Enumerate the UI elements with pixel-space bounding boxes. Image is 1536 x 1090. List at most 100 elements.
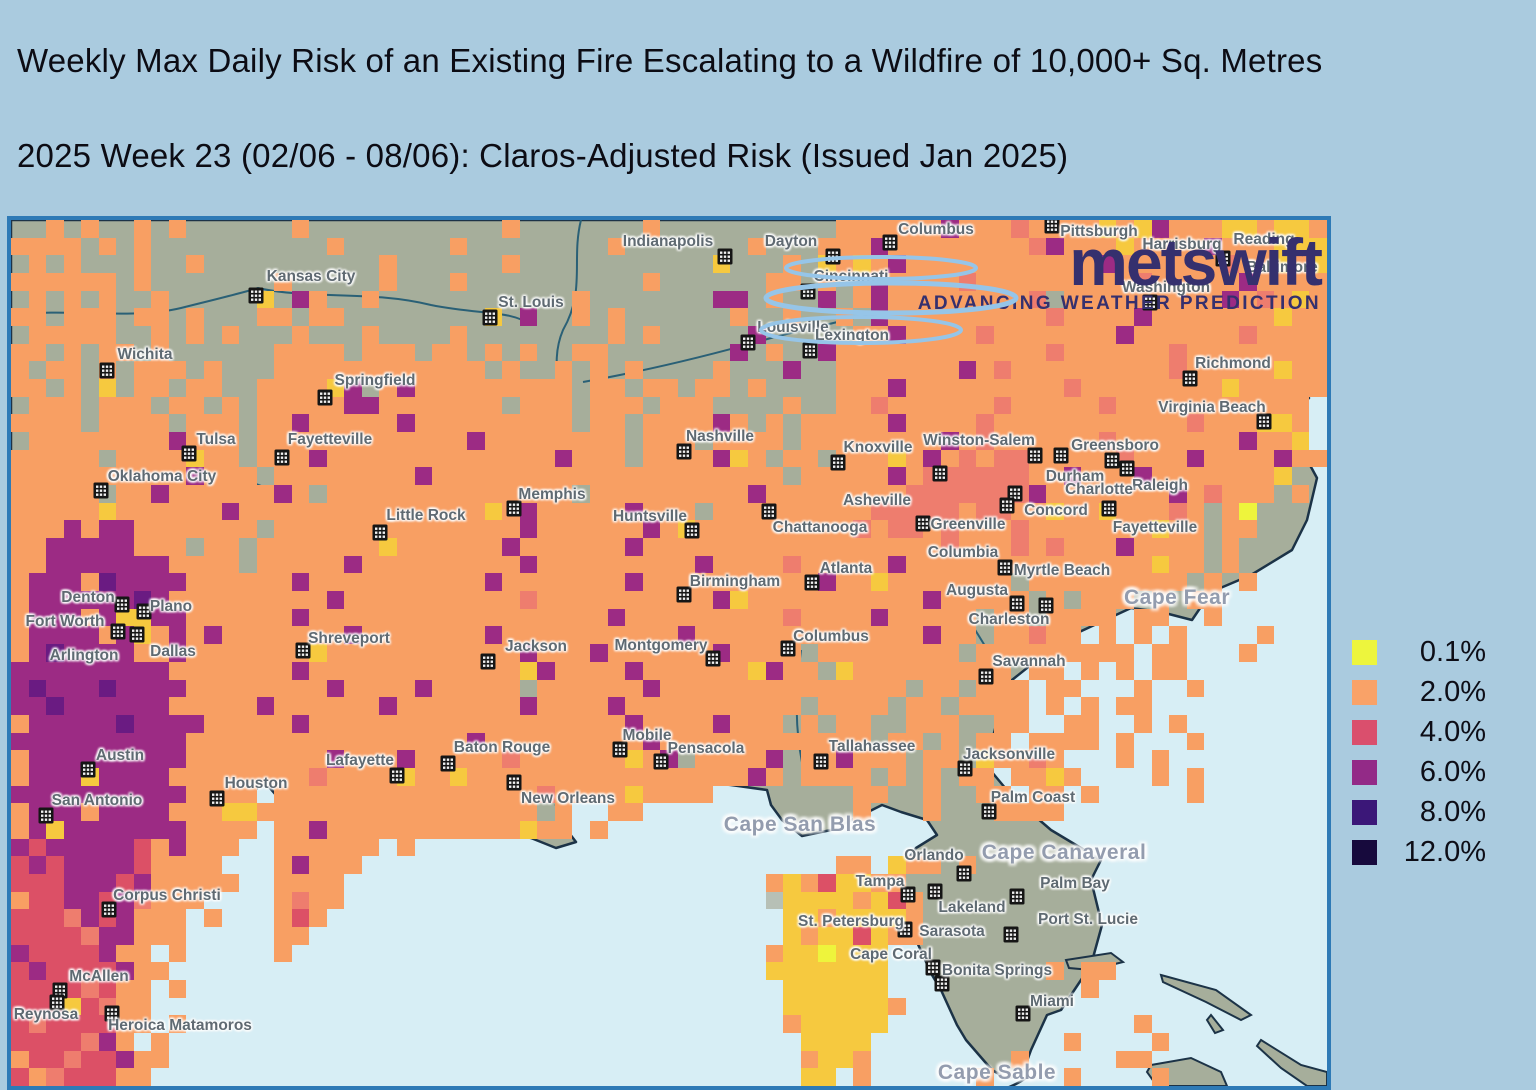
risk-cell	[1186, 326, 1205, 344]
risk-cell	[976, 396, 994, 415]
risk-cell	[81, 326, 99, 344]
risk-cell	[993, 237, 1012, 256]
risk-cell	[46, 326, 64, 344]
risk-cell	[151, 308, 169, 327]
risk-cell	[642, 220, 661, 238]
risk-cell	[1256, 379, 1275, 397]
risk-cell	[1291, 220, 1310, 238]
risk-cell	[467, 414, 485, 433]
risk-cell	[625, 361, 643, 380]
risk-cell	[291, 220, 310, 238]
risk-cell	[958, 396, 977, 415]
risk-cell	[414, 396, 433, 415]
risk-cell	[1133, 361, 1152, 380]
risk-cell	[1133, 237, 1152, 256]
risk-cell	[449, 343, 468, 362]
risk-cell	[46, 237, 64, 256]
risk-map-panel[interactable]: Kansas City Wichita St. Louis Springfield Tu…	[7, 216, 1331, 1090]
risk-cell	[1151, 414, 1170, 433]
cape-label: Cape Fear	[1123, 586, 1231, 609]
risk-legend: 0.1% 2.0% 4.0% 6.0% 8.0% 12.0%	[1352, 632, 1486, 872]
risk-cell	[1151, 343, 1170, 362]
risk-cell	[554, 361, 573, 380]
risk-cell	[151, 290, 169, 309]
risk-cell	[397, 396, 415, 415]
risk-cell	[1116, 414, 1134, 433]
risk-cell	[1011, 361, 1029, 380]
risk-cell	[186, 379, 204, 397]
risk-cell	[993, 326, 1012, 344]
risk-cell	[1133, 308, 1152, 327]
risk-cell	[1186, 396, 1205, 415]
risk-cell	[1028, 308, 1047, 327]
risk-cell	[853, 379, 871, 397]
risk-cell	[98, 308, 117, 327]
risk-cell	[1116, 273, 1134, 291]
risk-cell	[133, 432, 152, 450]
legend-item: 12.0%	[1352, 832, 1486, 872]
risk-cell	[63, 343, 82, 362]
risk-cell	[870, 414, 889, 433]
risk-cell	[168, 220, 187, 238]
risk-cell	[958, 220, 977, 238]
risk-cell	[1011, 326, 1029, 344]
risk-cell	[1046, 273, 1064, 291]
risk-cell	[1133, 343, 1152, 362]
risk-cell	[888, 379, 906, 397]
risk-cell	[1063, 273, 1082, 291]
legend-item: 4.0%	[1352, 712, 1486, 752]
risk-cell	[1169, 361, 1187, 380]
risk-cell	[1133, 220, 1152, 238]
page-subtitle: 2025 Week 23 (02/06 - 08/06): Claros-Adj…	[17, 137, 1069, 174]
risk-cell	[1291, 237, 1310, 256]
risk-cell	[1274, 273, 1292, 291]
risk-cell	[1239, 379, 1257, 397]
risk-cell	[1309, 273, 1327, 291]
risk-cell	[291, 326, 310, 344]
risk-cell	[1204, 379, 1222, 397]
risk-cell	[677, 414, 696, 433]
risk-cell	[344, 379, 362, 397]
risk-cell	[519, 396, 538, 415]
risk-cell	[1063, 290, 1082, 309]
risk-cell	[1274, 220, 1292, 238]
risk-cell	[1028, 220, 1047, 238]
risk-cell	[28, 255, 47, 274]
risk-cell	[1221, 379, 1240, 397]
risk-cell	[467, 396, 485, 415]
risk-cell	[1204, 343, 1222, 362]
risk-cell	[1046, 326, 1064, 344]
risk-cell	[1221, 396, 1240, 415]
risk-cell	[1169, 220, 1187, 238]
risk-cell	[923, 396, 941, 415]
risk-cell	[712, 414, 731, 433]
risk-cell	[256, 379, 275, 397]
risk-cell	[1274, 237, 1292, 256]
risk-cell	[1221, 326, 1240, 344]
risk-cell	[1116, 308, 1134, 327]
risk-cell	[326, 343, 345, 362]
risk-cell	[11, 361, 29, 380]
risk-cell	[484, 343, 503, 362]
risk-cell	[1256, 308, 1275, 327]
risk-cell	[590, 343, 608, 362]
risk-cell	[1309, 343, 1327, 362]
risk-cell	[256, 308, 275, 327]
risk-cell	[467, 379, 485, 397]
risk-cell	[221, 432, 240, 450]
risk-cell	[976, 255, 994, 274]
risk-cell	[467, 361, 485, 380]
risk-cell	[1133, 326, 1152, 344]
risk-cell	[1151, 308, 1170, 327]
risk-cell	[1133, 379, 1152, 397]
risk-cell	[1081, 414, 1099, 433]
risk-cell	[905, 220, 924, 238]
page-title: Weekly Max Daily Risk of an Existing Fir…	[17, 42, 1323, 79]
risk-cell	[11, 343, 29, 362]
risk-cell	[1186, 273, 1205, 291]
risk-cell	[642, 379, 661, 397]
risk-cell	[274, 308, 292, 327]
risk-cell	[1028, 273, 1047, 291]
risk-cell	[940, 414, 959, 433]
legend-swatch	[1352, 719, 1377, 745]
